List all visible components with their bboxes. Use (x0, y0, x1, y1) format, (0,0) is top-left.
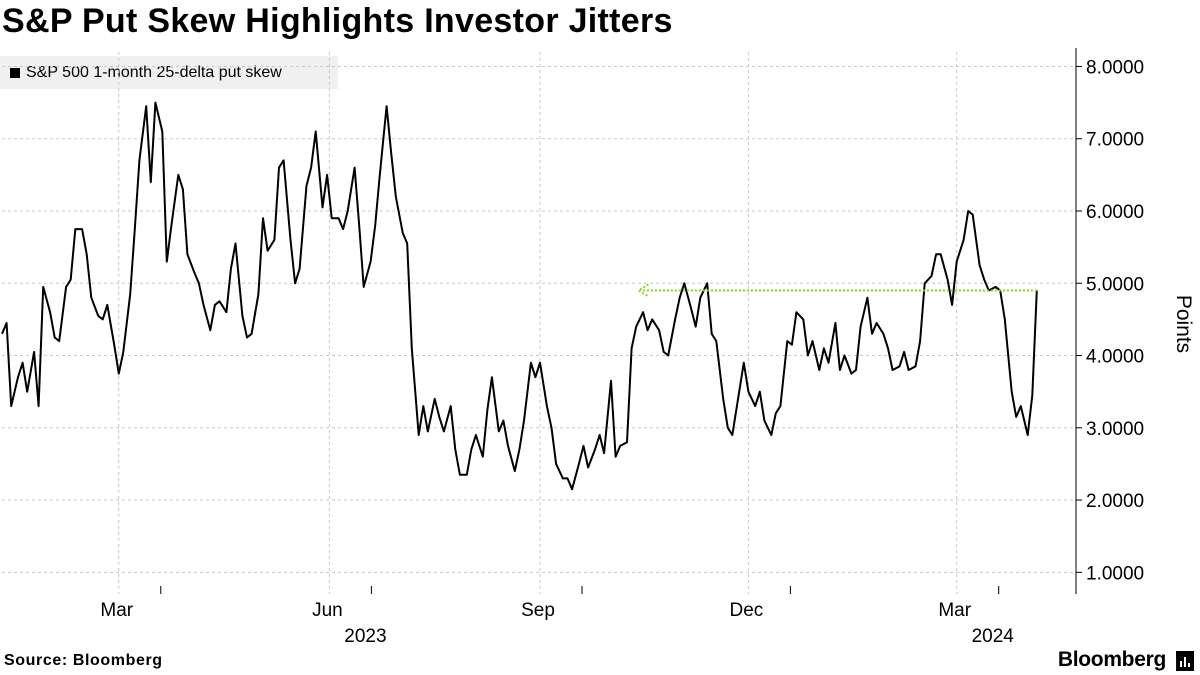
legend-label: S&P 500 1-month 25-delta put skew (26, 63, 282, 81)
x-tick-label: Sep (521, 600, 555, 621)
y-tick-label: 8.0000 (1086, 57, 1144, 78)
brand-logo: Bloomberg (1057, 648, 1166, 671)
x-tick-label: Mar (100, 600, 133, 621)
legend-swatch-icon (10, 67, 20, 78)
gridlines (2, 52, 1076, 594)
y-tick-label: 6.0000 (1086, 202, 1144, 223)
y-axis-label: Points (1172, 295, 1195, 353)
x-tick-label: Mar (938, 600, 971, 621)
y-tick-label: 1.0000 (1086, 563, 1144, 584)
x-tick-label: Jun (312, 600, 343, 621)
y-tick-label: 3.0000 (1086, 419, 1144, 440)
y-axis: 1.0000 2.0000 3.0000 4.0000 5.0000 6.0000 7.00… (1075, 48, 1144, 594)
x-year-label: 2023 (344, 626, 386, 647)
x-year-label: 2024 (972, 626, 1015, 647)
bloomberg-mark-icon (1176, 651, 1194, 671)
chart-title: S&P Put Skew Highlights Investor Jitters (2, 2, 673, 40)
y-tick-label: 7.0000 (1086, 130, 1144, 151)
y-tick-label: 5.0000 (1086, 274, 1144, 295)
annotation-arrow (636, 283, 1037, 298)
source-label: Source: Bloomberg (4, 652, 163, 669)
y-tick-label: 2.0000 (1086, 491, 1144, 512)
y-tick-label: 4.0000 (1086, 347, 1144, 368)
x-tick-label: Dec (729, 600, 763, 621)
legend: S&P 500 1-month 25-delta put skew (0, 56, 338, 89)
series-line (1, 101, 1038, 491)
